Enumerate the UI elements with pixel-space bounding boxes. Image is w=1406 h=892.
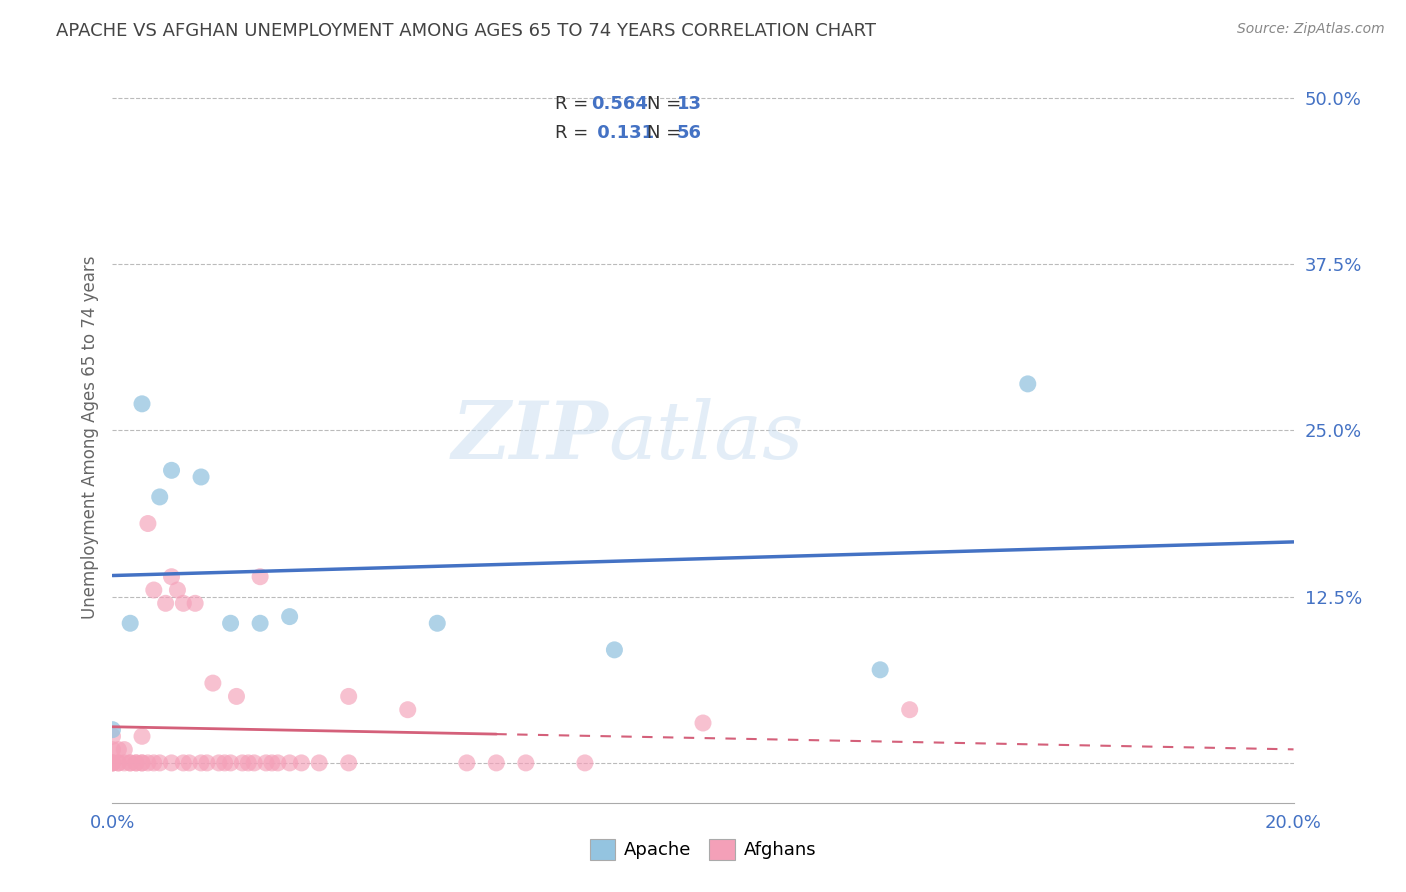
Point [337, 690, 360, 704]
Point [160, 463, 183, 477]
Point [603, 643, 626, 657]
Text: 0.131: 0.131 [591, 124, 654, 142]
Point [426, 616, 449, 631]
Y-axis label: Unemployment Among Ages 65 to 74 years: Unemployment Among Ages 65 to 74 years [80, 255, 98, 619]
Point [101, 723, 124, 737]
Point [238, 756, 260, 770]
Point [131, 756, 153, 770]
Point [101, 729, 124, 743]
Point [456, 756, 478, 770]
Point [172, 596, 194, 610]
Point [120, 756, 142, 770]
Point [149, 490, 172, 504]
Point [692, 716, 714, 731]
Point [101, 742, 124, 756]
Point [515, 756, 537, 770]
Point [155, 596, 177, 610]
Point [231, 756, 253, 770]
Point [190, 756, 212, 770]
Point [485, 756, 508, 770]
Point [337, 756, 360, 770]
Point [184, 596, 207, 610]
Point [201, 676, 224, 690]
Point [107, 756, 129, 770]
Point [131, 756, 153, 770]
Point [249, 570, 271, 584]
Point [1017, 376, 1039, 391]
Point [208, 756, 231, 770]
Text: 56: 56 [678, 124, 702, 142]
Point [160, 756, 183, 770]
Point [260, 756, 283, 770]
Point [278, 609, 301, 624]
Point [125, 756, 148, 770]
Point [172, 756, 194, 770]
Text: N =: N = [648, 95, 682, 112]
Point [125, 756, 148, 770]
Point [131, 397, 153, 411]
Legend: Apache, Afghans: Apache, Afghans [582, 831, 824, 867]
Point [142, 582, 165, 597]
Point [219, 756, 242, 770]
Point [190, 470, 212, 484]
Point [136, 516, 159, 531]
Point [869, 663, 891, 677]
Point [166, 582, 188, 597]
Text: atlas: atlas [609, 399, 804, 475]
Point [225, 690, 247, 704]
Point [308, 756, 330, 770]
Text: ZIP: ZIP [451, 399, 609, 475]
Point [396, 703, 419, 717]
Point [574, 756, 596, 770]
Point [101, 756, 124, 770]
Point [243, 756, 266, 770]
Point [107, 742, 129, 756]
Point [112, 742, 135, 756]
Point [267, 756, 290, 770]
Point [131, 729, 153, 743]
Point [290, 756, 312, 770]
Point [101, 756, 124, 770]
Point [249, 616, 271, 631]
Point [136, 756, 159, 770]
Point [101, 756, 124, 770]
Point [160, 570, 183, 584]
Point [120, 616, 142, 631]
Point [214, 756, 236, 770]
Point [179, 756, 201, 770]
Point [120, 756, 142, 770]
Text: 13: 13 [678, 95, 702, 112]
Point [149, 756, 172, 770]
Point [898, 703, 921, 717]
Text: R =: R = [555, 124, 589, 142]
Point [112, 756, 135, 770]
Text: R =: R = [555, 95, 589, 112]
Text: N =: N = [648, 124, 682, 142]
Point [254, 756, 277, 770]
Point [219, 616, 242, 631]
Point [195, 756, 218, 770]
Text: Source: ZipAtlas.com: Source: ZipAtlas.com [1237, 22, 1385, 37]
Point [278, 756, 301, 770]
Text: APACHE VS AFGHAN UNEMPLOYMENT AMONG AGES 65 TO 74 YEARS CORRELATION CHART: APACHE VS AFGHAN UNEMPLOYMENT AMONG AGES… [56, 22, 876, 40]
Point [142, 756, 165, 770]
Text: 0.564: 0.564 [591, 95, 648, 112]
Point [107, 756, 129, 770]
